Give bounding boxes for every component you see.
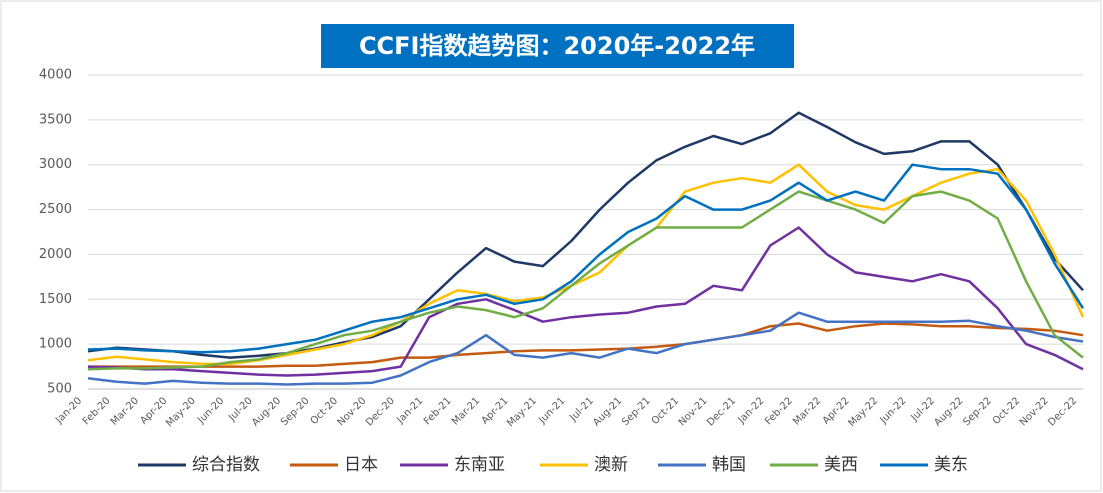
x-tick-label: Mar-20 — [109, 395, 141, 427]
x-tick-label: Jan-20 — [53, 395, 84, 426]
chart-title: CCFI指数趋势图：2020年-2022年 — [359, 32, 755, 60]
legend-label: 东南亚 — [454, 455, 505, 475]
legend-label: 韩国 — [712, 455, 746, 475]
title-box — [321, 24, 794, 68]
x-tick-label: Oct-22 — [991, 395, 1023, 427]
x-tick-label: Mar-22 — [791, 395, 823, 427]
x-tick-label: Aug-20 — [250, 395, 283, 428]
x-tick-label: Dec-21 — [705, 395, 738, 428]
y-tick-label: 1000 — [39, 337, 72, 352]
y-tick-label: 2000 — [39, 247, 72, 262]
x-tick-label: Sep-22 — [961, 395, 994, 428]
y-tick-label: 3500 — [39, 112, 72, 127]
series-line — [87, 111, 1084, 359]
x-tick-label: Nov-20 — [336, 395, 369, 428]
x-tick-label: Jun-20 — [195, 395, 226, 426]
legend-label: 综合指数 — [192, 455, 260, 475]
x-tick-label: Jun-22 — [878, 395, 909, 426]
series-line — [87, 226, 1084, 377]
y-tick-label: 1500 — [39, 292, 72, 307]
y-tick-label: 500 — [47, 382, 72, 397]
series-line — [87, 163, 1085, 366]
x-tick-label: Jan-22 — [736, 395, 767, 426]
x-tick-label: Oct-20 — [309, 395, 341, 427]
x-tick-label: Feb-22 — [763, 395, 795, 427]
x-tick-label: Nov-22 — [1018, 395, 1051, 428]
x-tick-label: Jan-21 — [394, 395, 425, 426]
x-tick-label: Sep-20 — [279, 395, 312, 428]
series-line — [87, 190, 1084, 371]
legend-label: 美东 — [934, 455, 968, 475]
y-tick-label: 3000 — [39, 157, 72, 172]
series-line — [87, 311, 1084, 386]
x-tick-label: May-21 — [505, 395, 539, 429]
x-tick-label: Dec-22 — [1046, 395, 1079, 428]
legend-label: 日本 — [344, 455, 378, 475]
series-line — [87, 163, 1085, 354]
x-tick-label: Oct-21 — [650, 395, 682, 427]
y-tick-label: 4000 — [39, 68, 72, 83]
x-tick-label: Nov-21 — [677, 395, 710, 428]
legend-label: 美西 — [824, 455, 858, 475]
x-tick-label: Feb-21 — [422, 395, 454, 427]
x-tick-label: May-22 — [846, 395, 880, 429]
x-tick-label: Jun-21 — [536, 395, 567, 426]
x-tick-label: Feb-20 — [81, 395, 113, 427]
legend-label: 澳新 — [594, 455, 628, 475]
y-tick-label: 2500 — [39, 202, 72, 217]
x-tick-label: Sep-21 — [620, 395, 653, 428]
x-tick-label: Dec-20 — [364, 395, 397, 428]
x-tick-label: Aug-22 — [932, 395, 965, 428]
x-tick-label: Mar-21 — [450, 395, 482, 427]
x-tick-label: Aug-21 — [591, 395, 624, 428]
x-tick-label: May-20 — [164, 395, 198, 429]
series-line — [88, 322, 1084, 368]
